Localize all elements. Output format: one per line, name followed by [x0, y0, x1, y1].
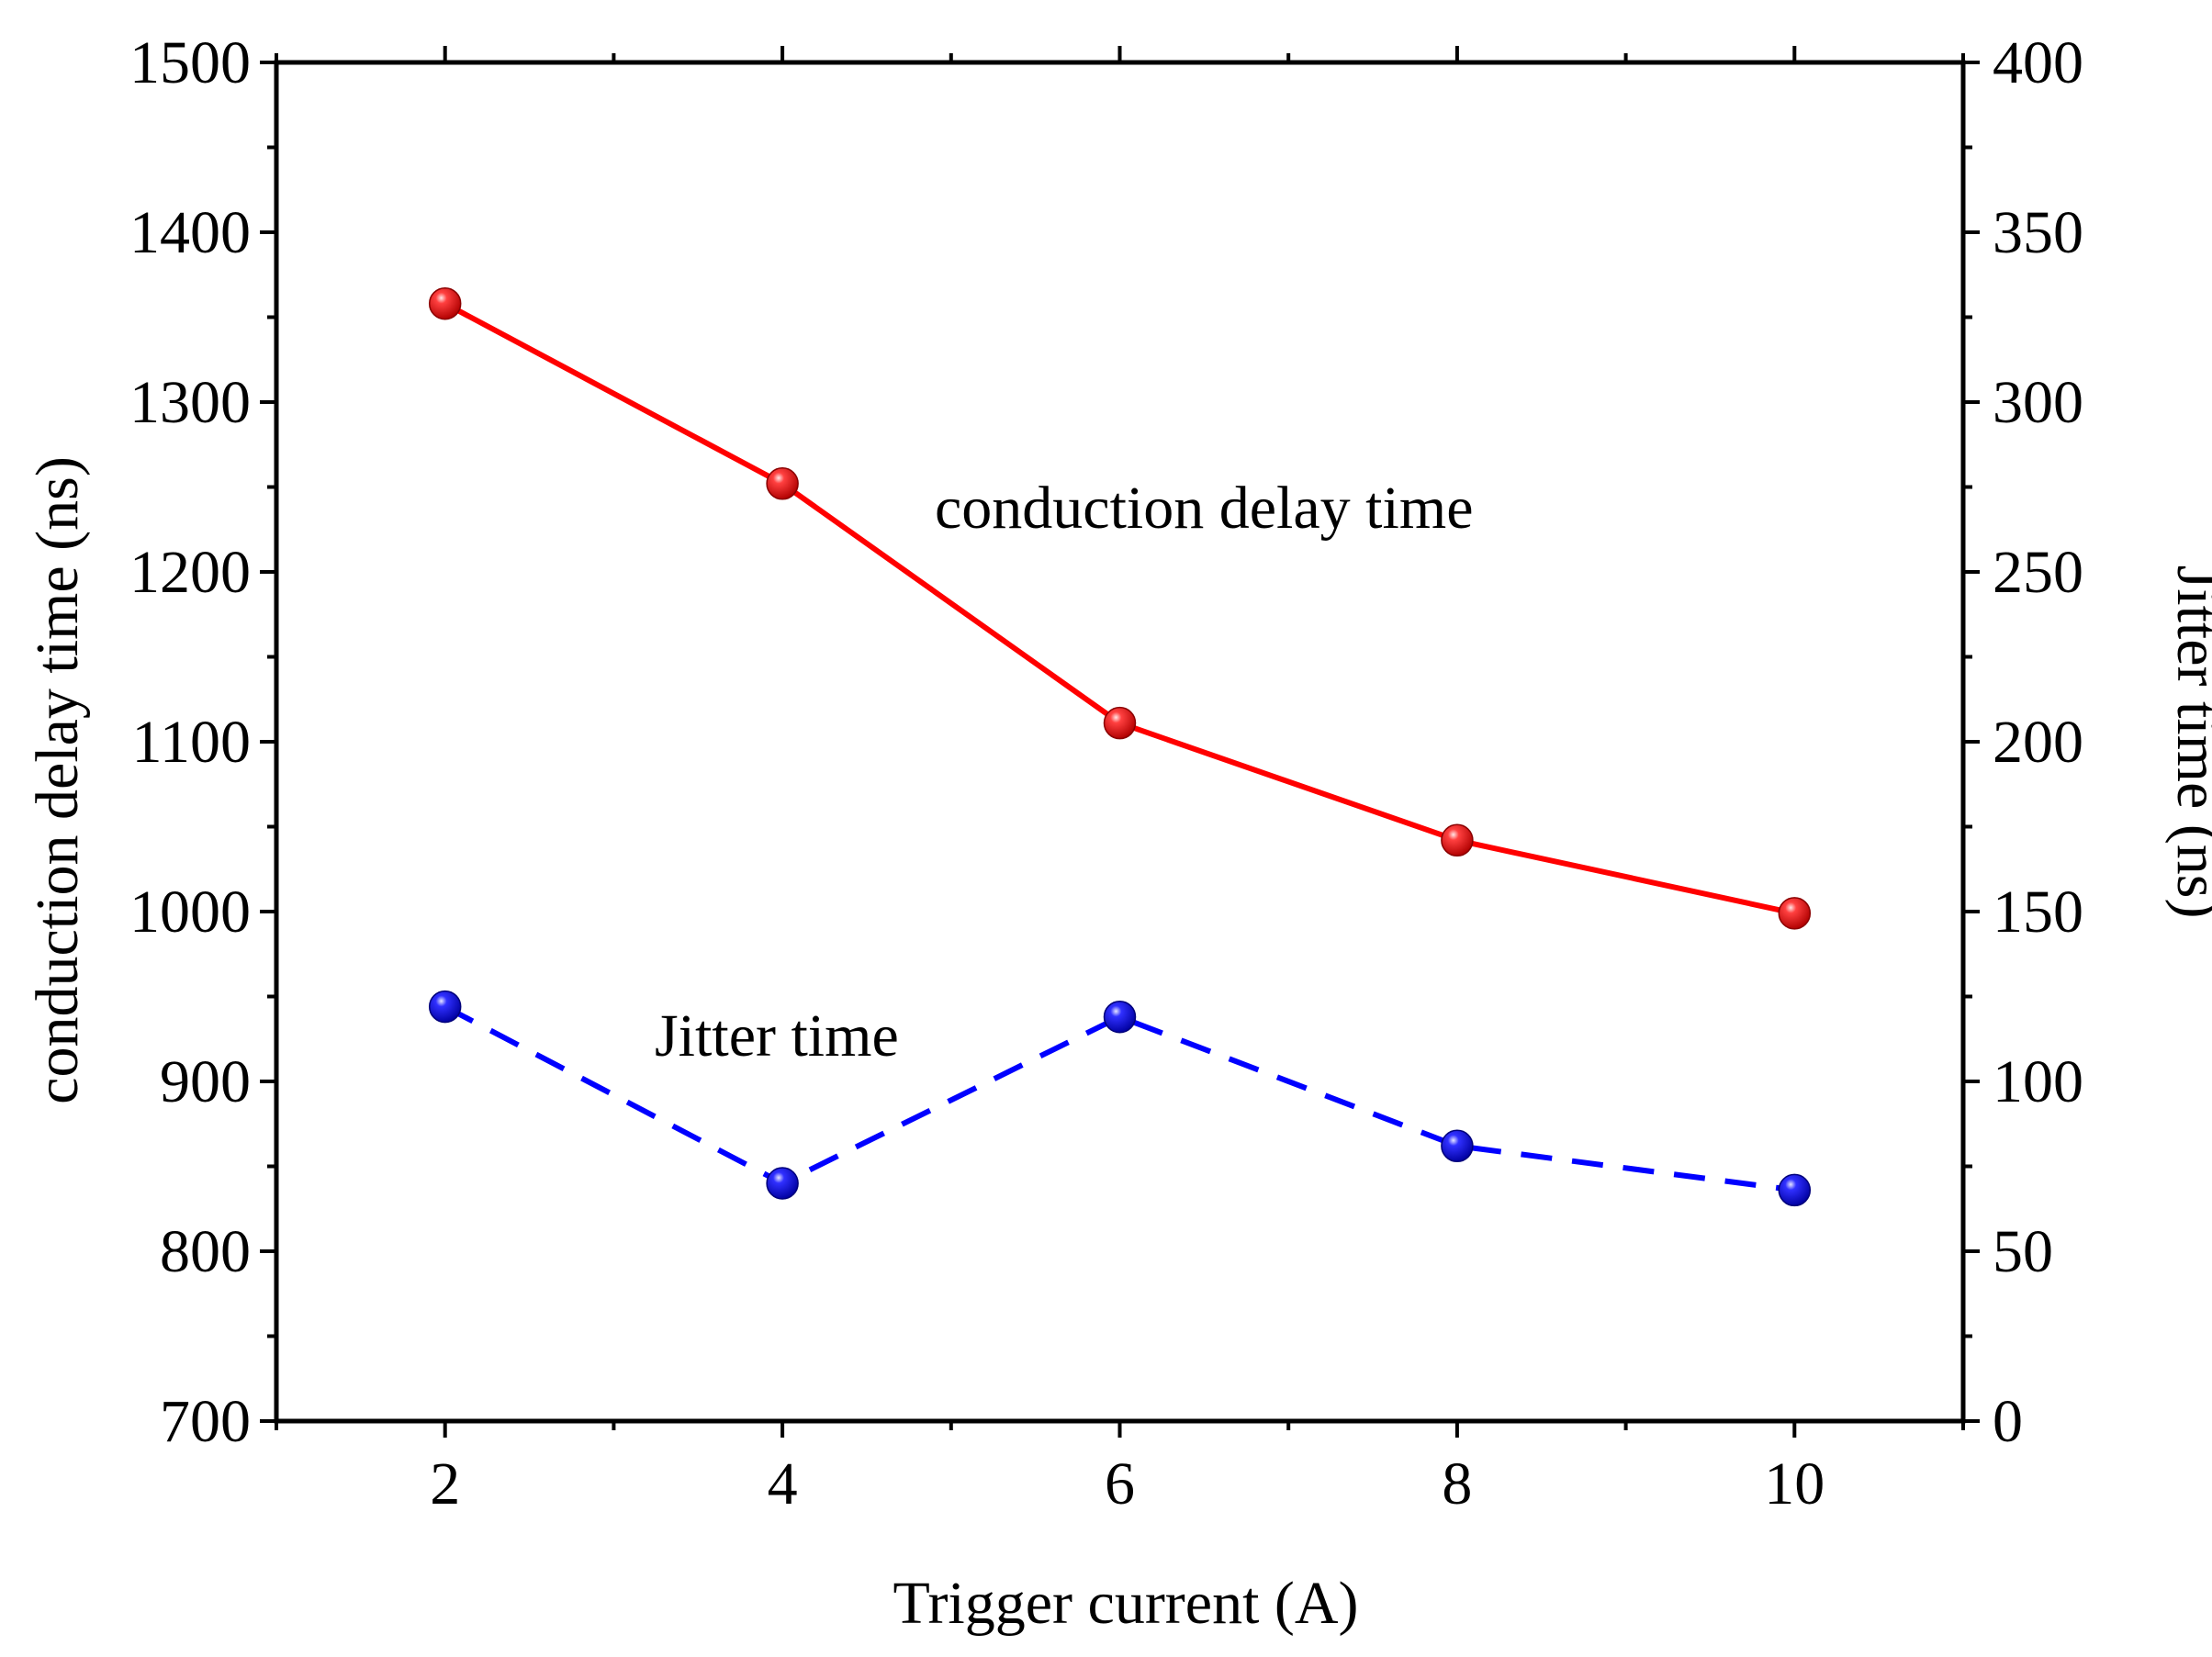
- series-layer: [428, 286, 1812, 1207]
- y-tick-label: 700: [160, 1388, 251, 1455]
- series-line-jitter-time: [444, 1003, 1795, 1193]
- data-point-conduction-delay-time: [1778, 897, 1812, 930]
- data-point-conduction-delay-time: [1441, 823, 1474, 857]
- y2-tick-label: 300: [1993, 369, 2083, 436]
- y-tick-label: 1500: [129, 29, 251, 96]
- y2-tick-label: 0: [1993, 1388, 2023, 1455]
- y-tick-label: 800: [160, 1218, 251, 1285]
- data-point-jitter-time: [1778, 1173, 1812, 1207]
- x-tick-label: 2: [430, 1450, 460, 1517]
- x-tick-label: 10: [1764, 1450, 1825, 1517]
- y2-tick-label: 350: [1993, 199, 2083, 266]
- y-tick-label: 1100: [131, 709, 251, 776]
- data-point-conduction-delay-time: [428, 286, 462, 320]
- data-point-jitter-time: [766, 1167, 799, 1200]
- x-tick-label: 8: [1442, 1450, 1472, 1517]
- axes-layer: 2 4 6 8 10 700 800 900 1000 1100 1200 1300 1400 1500 0…: [129, 29, 2083, 1517]
- data-point-jitter-time: [1441, 1129, 1474, 1163]
- y2-axis-title: Jitter time (ns): [2164, 565, 2212, 919]
- data-point-conduction-delay-time: [766, 467, 799, 500]
- plot-frame: [274, 60, 1966, 1424]
- y-tick-label: 1000: [129, 879, 251, 946]
- annotation-jitter-time: Jitter time: [655, 1002, 899, 1069]
- data-point-jitter-time: [428, 990, 462, 1024]
- y2-tick-label: 150: [1993, 879, 2083, 946]
- data-point-jitter-time: [1103, 1000, 1137, 1034]
- x-axis-title: Trigger current (A): [893, 1570, 1358, 1637]
- y-axis-title: conduction delay time (ns): [24, 456, 91, 1104]
- y2-tick-label: 250: [1993, 539, 2083, 606]
- y-tick-label: 900: [160, 1048, 251, 1115]
- y2-tick-label: 100: [1993, 1048, 2083, 1115]
- y-tick-label: 1300: [129, 369, 251, 436]
- annotation-conduction-delay-time: conduction delay time: [935, 475, 1474, 542]
- y2-tick-label: 200: [1993, 709, 2083, 776]
- x-tick-label: 4: [768, 1450, 798, 1517]
- x-tick-label: 6: [1105, 1450, 1135, 1517]
- y2-tick-label: 50: [1993, 1218, 2053, 1285]
- series-line-conduction-delay-time: [444, 301, 1795, 916]
- y-tick-label: 1200: [129, 539, 251, 606]
- y-tick-label: 1400: [129, 199, 251, 266]
- y2-tick-label: 400: [1993, 29, 2083, 96]
- data-point-conduction-delay-time: [1103, 706, 1137, 740]
